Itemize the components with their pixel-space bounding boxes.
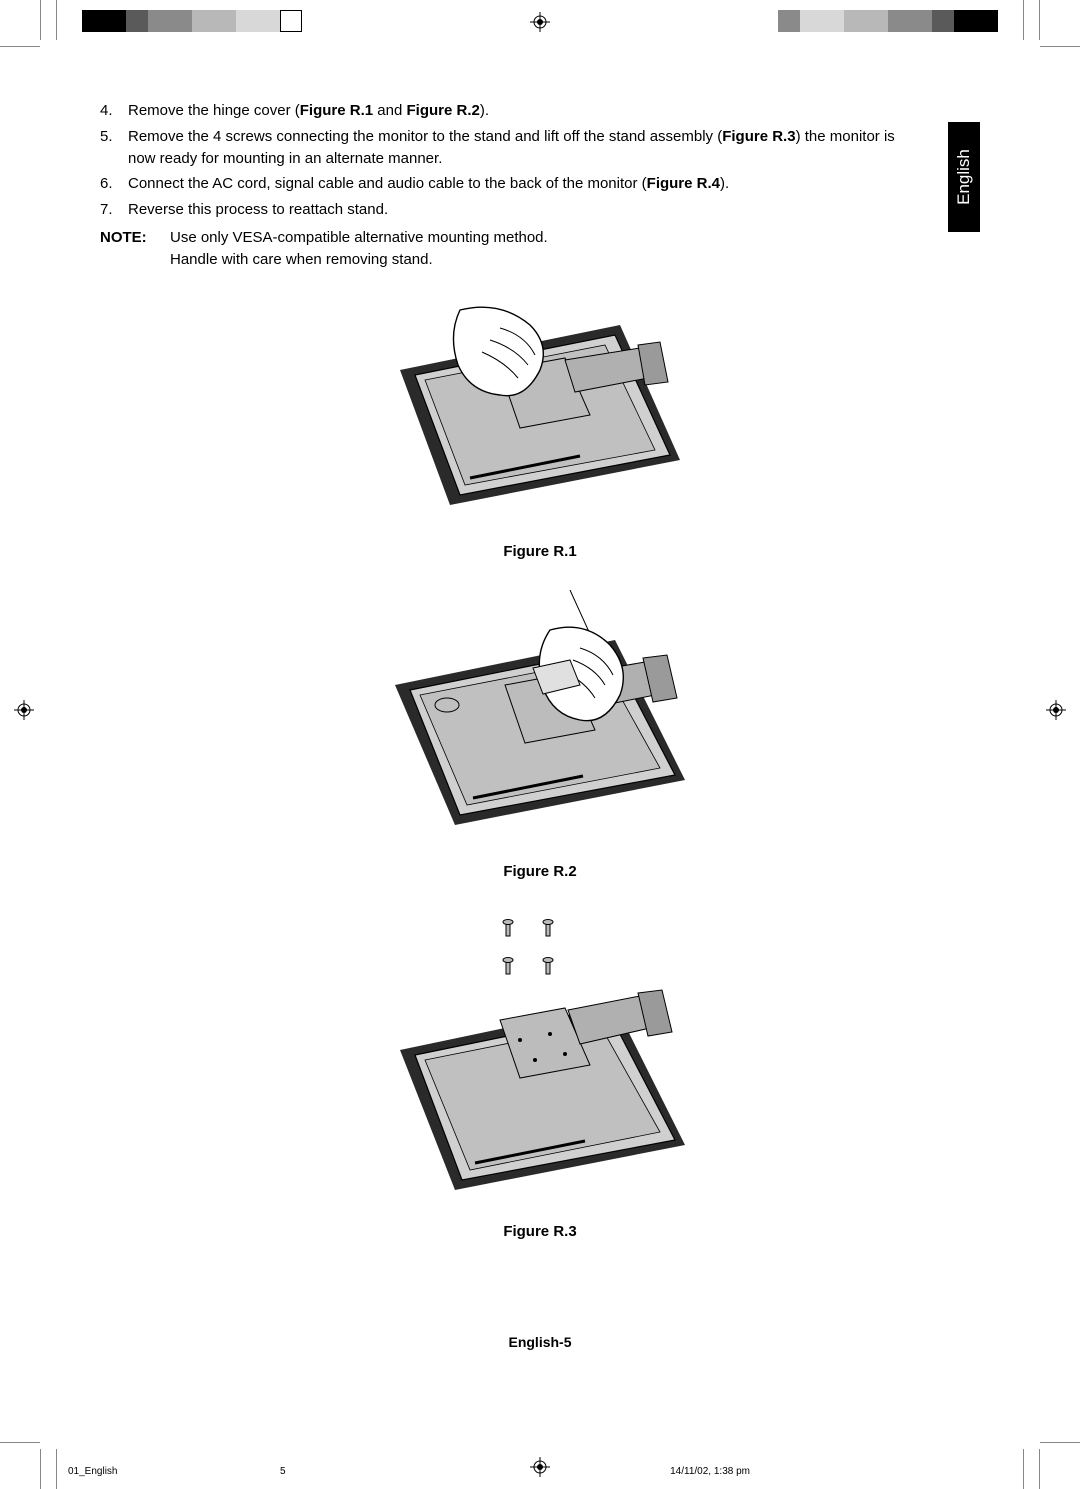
step-number: 6. — [100, 173, 113, 195]
step-text: Remove the hinge cover (Figure R.1 and F… — [128, 102, 489, 119]
cropmark — [1039, 1449, 1040, 1489]
cropmark — [40, 1449, 41, 1489]
figure-r2-image — [385, 590, 695, 850]
colorbar-swatch — [822, 10, 844, 32]
colorbar-swatch — [844, 10, 866, 32]
figure-r1-image — [390, 300, 690, 530]
colorbar-swatch — [910, 10, 932, 32]
colorbar-swatch — [192, 10, 214, 32]
cropmark — [56, 0, 57, 40]
step-number: 4. — [100, 100, 113, 122]
slug-date: 14/11/02, 1:38 pm — [670, 1466, 750, 1477]
instruction-step: 4.Remove the hinge cover (Figure R.1 and… — [128, 100, 920, 122]
step-number: 5. — [100, 126, 113, 148]
figure-r3-image — [390, 910, 690, 1210]
colorbar-swatch — [148, 10, 170, 32]
note-label: NOTE: — [100, 227, 170, 271]
registration-mark-icon — [14, 700, 34, 720]
cropmark — [0, 1442, 40, 1443]
colorbar-swatch — [104, 10, 126, 32]
cropmark — [1040, 1442, 1080, 1443]
figure-r2: Figure R.2 — [100, 590, 980, 880]
colorbar-swatch — [258, 10, 280, 32]
cropmark — [56, 1449, 57, 1489]
colorbar-swatch — [126, 10, 148, 32]
language-tab-label: English — [954, 149, 974, 205]
colorbar-swatch — [236, 10, 258, 32]
figure-r3-caption: Figure R.3 — [100, 1223, 980, 1240]
instruction-step: 7.Reverse this process to reattach stand… — [128, 199, 920, 221]
cropmark — [0, 46, 40, 47]
registration-mark-icon — [1046, 700, 1066, 720]
instruction-text: 4. Remove the hinge cover (Figure R.1 and… — [100, 100, 920, 270]
colorbar-swatch — [888, 10, 910, 32]
colorbar-swatch — [976, 10, 998, 32]
registration-mark-icon — [530, 12, 550, 32]
colorbar-swatch — [954, 10, 976, 32]
figure-r3: Figure R.3 — [100, 910, 980, 1240]
cropmark — [1040, 46, 1080, 47]
colorbar-swatch — [932, 10, 954, 32]
slug-filename: 01_English — [68, 1466, 117, 1477]
colorbar-swatch — [82, 10, 104, 32]
colorbar-swatch — [800, 10, 822, 32]
colorbar-swatch — [214, 10, 236, 32]
language-tab: English — [948, 122, 980, 232]
print-colorbar-right — [778, 10, 998, 32]
figure-r1-caption: Figure R.1 — [100, 543, 980, 560]
colorbar-swatch — [778, 10, 800, 32]
note-text: Use only VESA-compatible alternative mou… — [170, 227, 548, 271]
colorbar-swatch — [866, 10, 888, 32]
print-colorbar-left — [82, 10, 302, 32]
registration-mark-icon — [530, 1457, 550, 1477]
figure-r1: Figure R.1 — [100, 300, 980, 560]
figure-r2-caption: Figure R.2 — [100, 863, 980, 880]
step-text: Reverse this process to reattach stand. — [128, 201, 388, 218]
cropmark — [1023, 0, 1024, 40]
step-text: Connect the AC cord, signal cable and au… — [128, 175, 729, 192]
cropmark — [1039, 0, 1040, 40]
instruction-step: 5.Remove the 4 screws connecting the mon… — [128, 126, 920, 170]
instruction-step: 6.Connect the AC cord, signal cable and … — [128, 173, 920, 195]
cropmark — [40, 0, 41, 40]
colorbar-swatch — [280, 10, 302, 32]
step-text: Remove the 4 screws connecting the monit… — [128, 128, 895, 167]
page-footer-label: English-5 — [100, 1334, 980, 1350]
cropmark — [1023, 1449, 1024, 1489]
step-number: 7. — [100, 199, 113, 221]
page-content: English 4. Remove the hinge cover (Figure… — [100, 100, 980, 1380]
slug-pagenum: 5 — [280, 1466, 286, 1477]
colorbar-swatch — [170, 10, 192, 32]
